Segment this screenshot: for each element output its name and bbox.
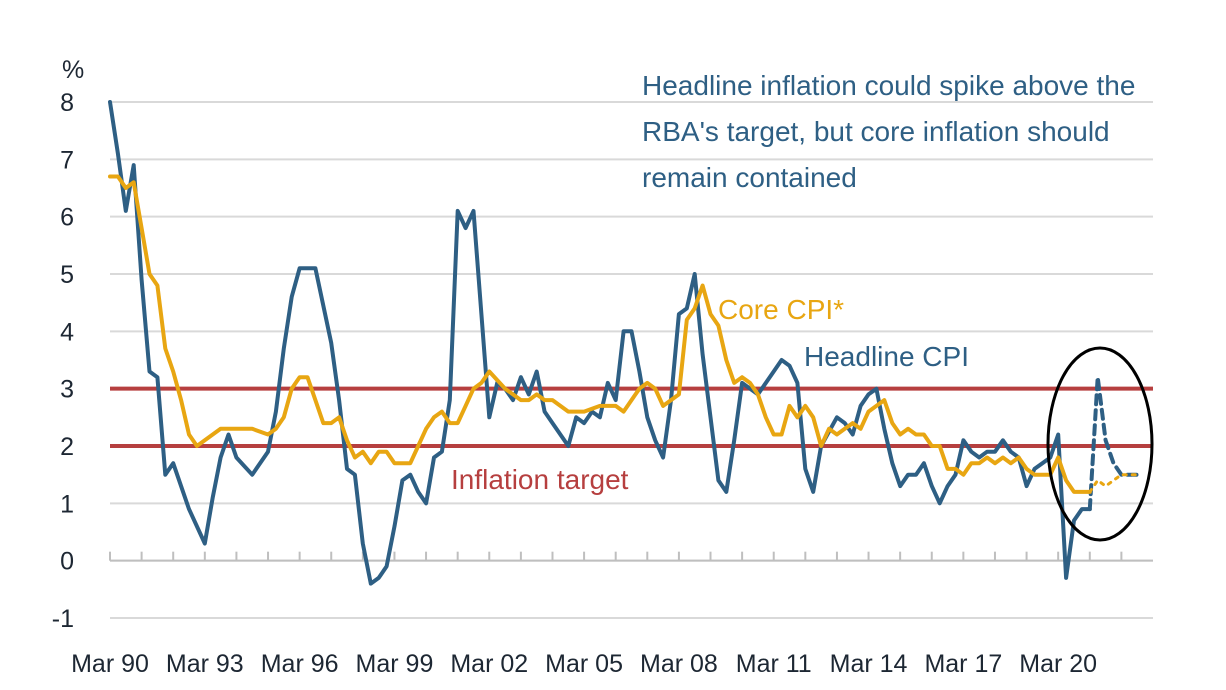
x-tick-label: Mar 93 xyxy=(166,650,244,678)
x-tick-label: Mar 08 xyxy=(640,650,718,678)
y-axis: -1 0 1 2 3 4 5 6 7 8 xyxy=(52,89,74,633)
x-tick-label: Mar 14 xyxy=(830,650,908,678)
headline-cpi-forecast-line xyxy=(1087,375,1140,512)
y-tick-label: 1 xyxy=(60,490,74,518)
annotation-line-1: Headline inflation could spike above the xyxy=(642,70,1135,101)
x-tick-label: Mar 96 xyxy=(261,650,339,678)
y-axis-unit: % xyxy=(62,56,84,84)
x-tick-label: Mar 99 xyxy=(356,650,434,678)
inflation-target-label: Inflation target xyxy=(451,464,629,495)
y-tick-label: 0 xyxy=(60,548,74,576)
core-cpi-line xyxy=(108,174,1092,494)
inflation-target-band xyxy=(110,386,1153,448)
y-tick-label: 4 xyxy=(60,318,74,346)
series-lines xyxy=(108,100,1140,586)
y-tick-label: 6 xyxy=(60,204,74,232)
x-tick-label: Mar 20 xyxy=(1019,650,1097,678)
annotation-line-2: RBA's target, but core inflation should xyxy=(642,116,1110,147)
y-tick-label: 5 xyxy=(60,261,74,289)
forecast-highlight-circle xyxy=(1046,346,1154,542)
x-tick-label: Mar 05 xyxy=(545,650,623,678)
core-cpi-forecast-line xyxy=(1088,473,1139,494)
headline-cpi-label: Headline CPI xyxy=(804,341,969,372)
core-cpi-label: Core CPI* xyxy=(718,294,844,325)
y-tick-label: 2 xyxy=(60,433,74,461)
x-tick-label: Mar 11 xyxy=(736,650,812,678)
y-tick-label: 3 xyxy=(60,376,74,404)
y-tick-label: 7 xyxy=(60,146,74,174)
headline-cpi-line xyxy=(108,100,1092,586)
y-tick-label: -1 xyxy=(52,605,74,633)
y-tick-label: 8 xyxy=(60,89,74,117)
x-tick-label: Mar 90 xyxy=(71,650,149,678)
annotation-line-3: remain contained xyxy=(642,162,857,193)
gridlines xyxy=(110,101,1153,619)
x-axis: Mar 90 Mar 93 Mar 96 Mar 99 Mar 02 Mar 05 Mar … xyxy=(71,551,1153,678)
x-tick-label: Mar 17 xyxy=(924,650,1002,678)
x-tick-label: Mar 02 xyxy=(450,650,528,678)
